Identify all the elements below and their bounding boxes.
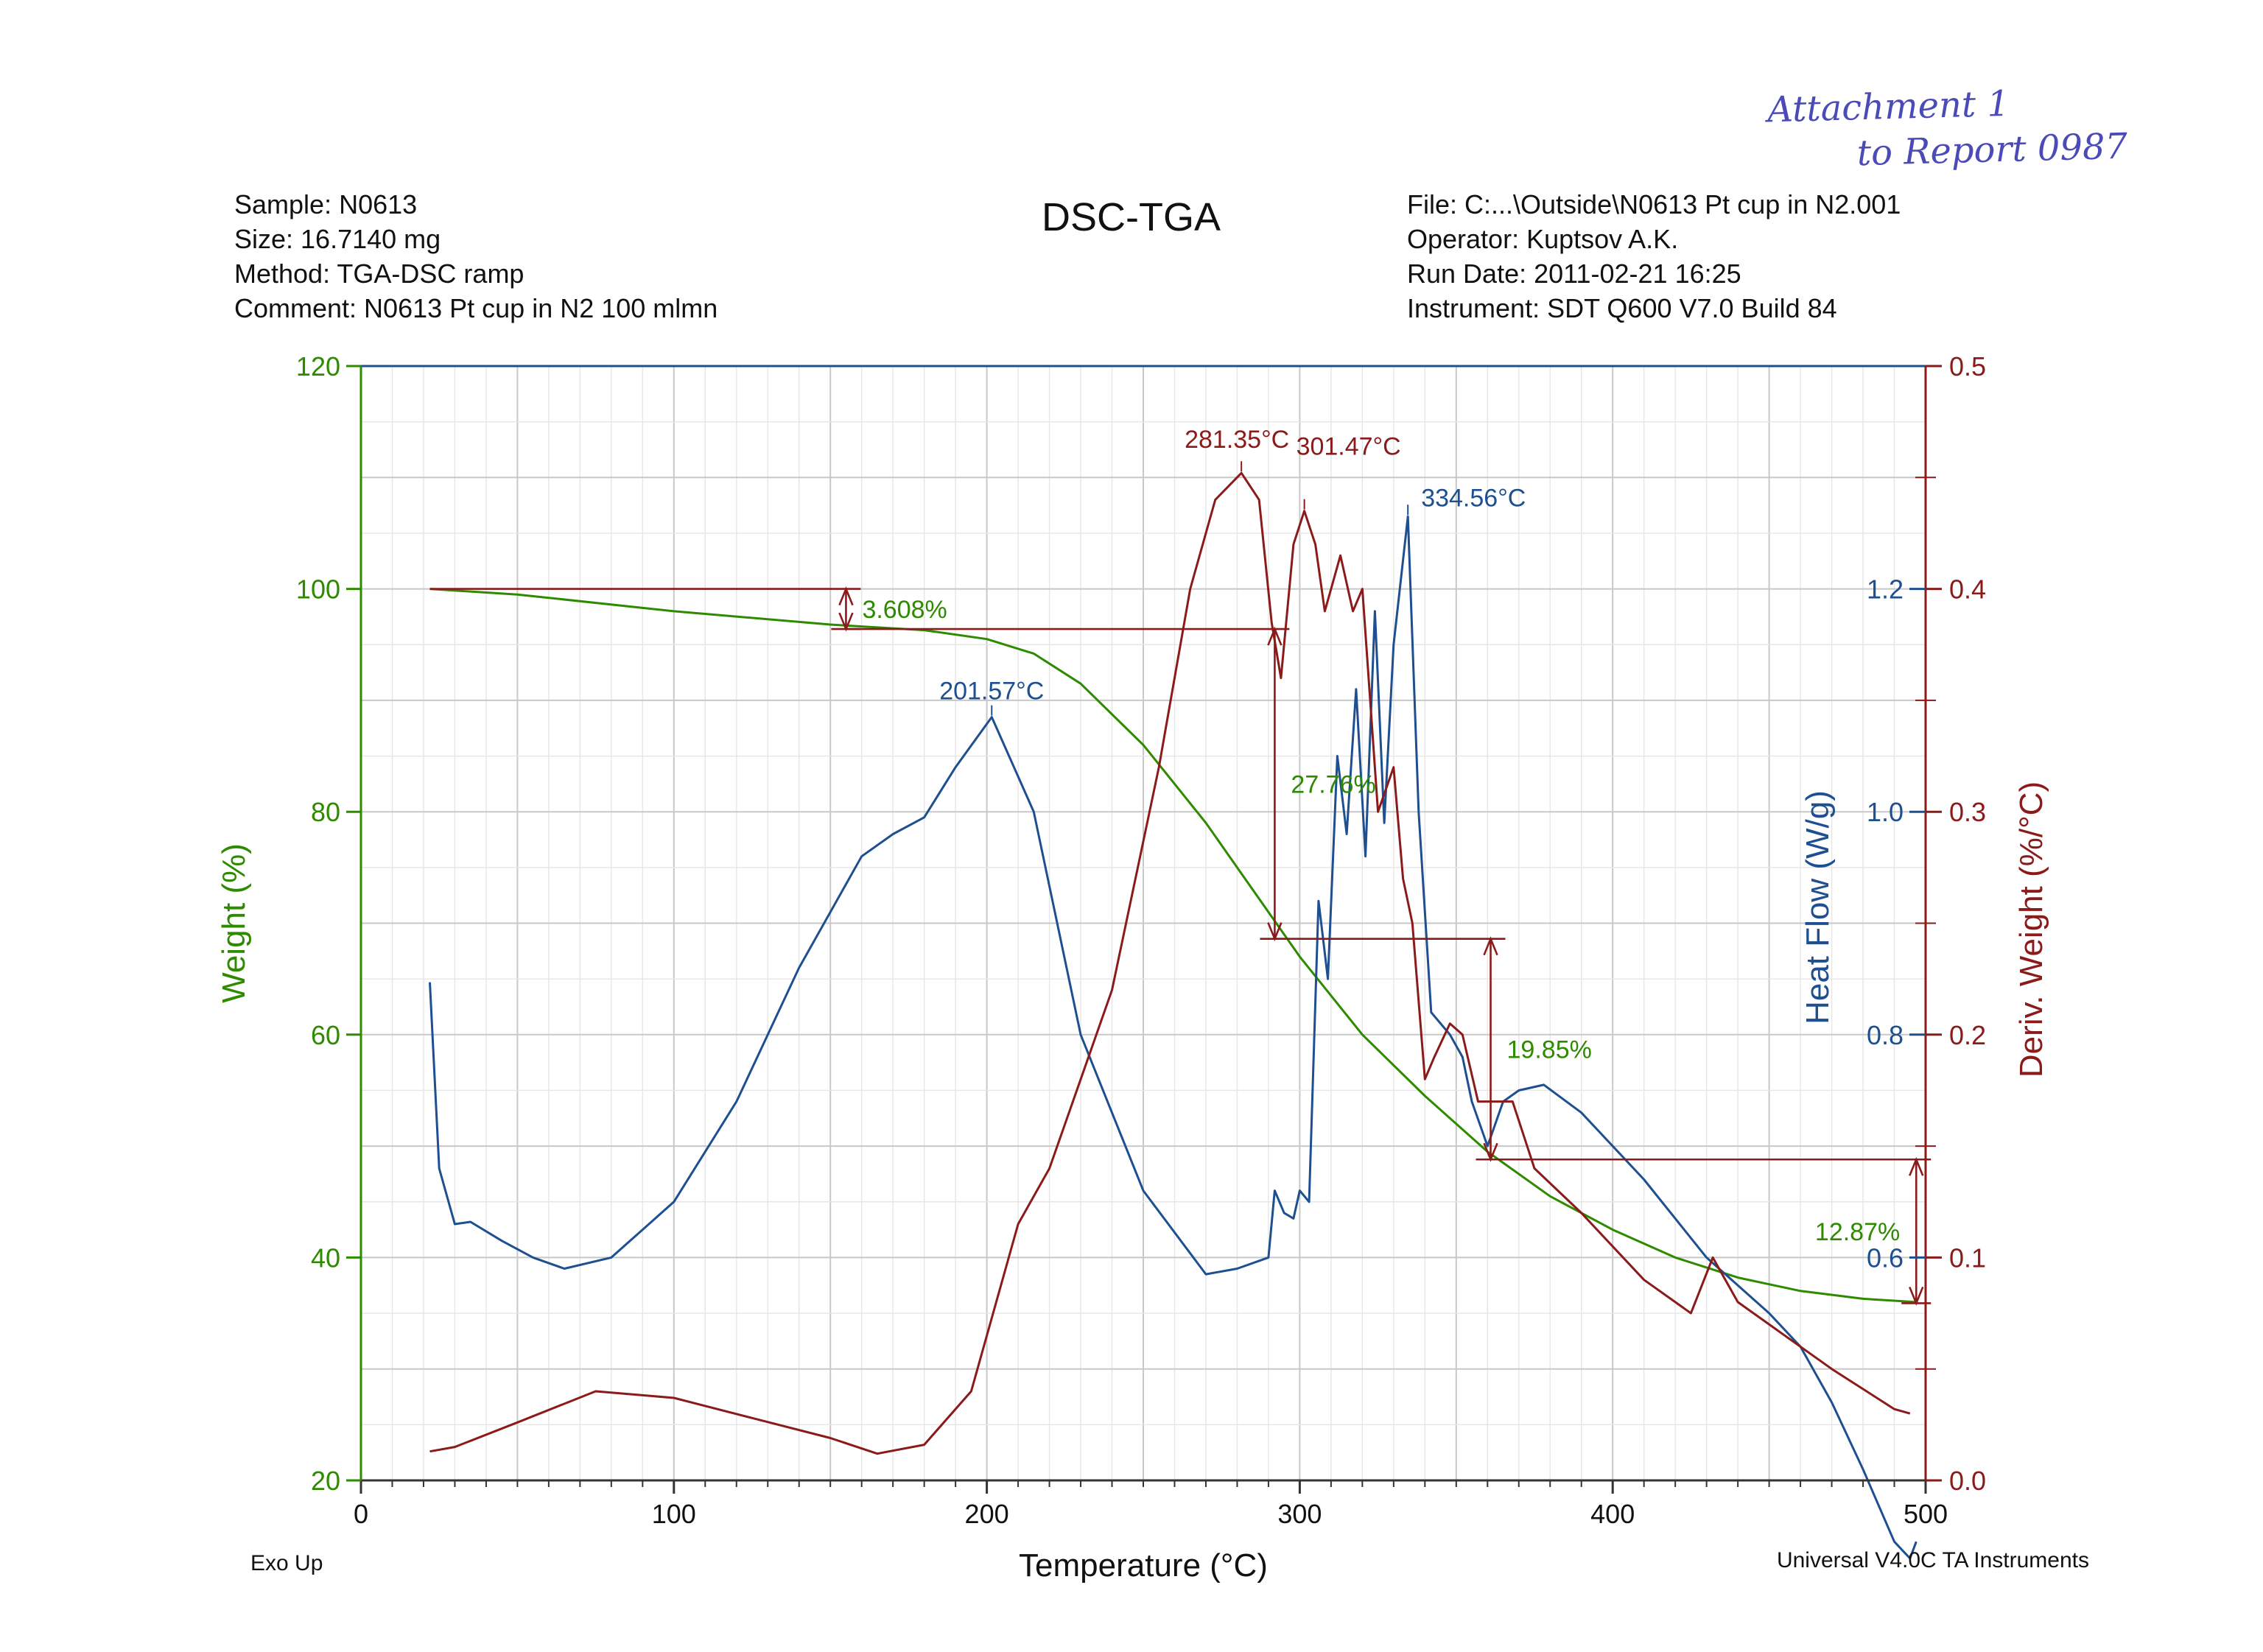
weight-step-label: 3.608%: [862, 596, 947, 624]
weight-tick-label: 100: [296, 574, 340, 605]
file-line: File: C:...\Outside\N0613 Pt cup in N2.0…: [1407, 189, 1901, 219]
weight-steps: 3.608% 27.76% 19.85% 12.87%: [429, 586, 1932, 1306]
curves: [429, 471, 1918, 1560]
weight-step-label: 19.85%: [1507, 1036, 1592, 1064]
sample-info: Sample: N0613 Size: 16.7140 mg Method: T…: [234, 187, 718, 326]
deriv-tick-label: 0.0: [1949, 1466, 1986, 1496]
method-line: Method: TGA-DSC ramp: [234, 259, 524, 289]
series-weight-line: [429, 588, 1917, 1304]
weight-step-label: 27.76%: [1291, 770, 1375, 798]
step-arrow-up: [1267, 626, 1283, 646]
weight-tick-label: 120: [296, 351, 340, 382]
step-arrow-up: [1483, 936, 1498, 956]
deriv-axis-label: Deriv. Weight (%/°C): [2013, 781, 2049, 1078]
peak-label: 301.47°C: [1297, 433, 1401, 461]
exo-up-label: Exo Up: [250, 1551, 323, 1575]
deriv-tick-label: 0.2: [1949, 1020, 1986, 1050]
x-tick-label: 200: [965, 1499, 1009, 1529]
x-tick-label: 300: [1277, 1499, 1322, 1529]
heat-flow-tick-label: 0.8: [1867, 1020, 1904, 1050]
weight-tick-label: 80: [311, 797, 340, 827]
weight-step-label: 12.87%: [1815, 1218, 1900, 1246]
comment-line: Comment: N0613 Pt cup in N2 100 mlmn: [234, 293, 718, 323]
size-line: Size: 16.7140 mg: [234, 224, 441, 254]
run-date-line: Run Date: 2011-02-21 16:25: [1407, 259, 1741, 289]
heat-flow-axis-label: Heat Flow (W/g): [1800, 790, 1836, 1024]
weight-tick-label: 20: [311, 1466, 340, 1496]
weight-tick-label: 60: [311, 1020, 340, 1050]
run-info: File: C:...\Outside\N0613 Pt cup in N2.0…: [1407, 187, 1901, 326]
heat-flow-tick-label: 1.0: [1867, 797, 1904, 827]
x-tick-label: 400: [1590, 1499, 1635, 1529]
x-tick-label: 100: [652, 1499, 696, 1529]
weight-axis-label: Weight (%): [216, 843, 252, 1003]
instrument-line: Instrument: SDT Q600 V7.0 Build 84: [1407, 293, 1837, 323]
step-arrow-up: [838, 586, 854, 606]
deriv-tick-label: 0.3: [1949, 797, 1986, 827]
peak-label: 201.57°C: [939, 678, 1044, 706]
series-deriv-line: [429, 471, 1911, 1455]
step-arrow-up: [1909, 1156, 1924, 1176]
weight-tick-label: 40: [311, 1242, 340, 1273]
x-axis-label: Temperature (°C): [1019, 1547, 1268, 1584]
step-arrow-down: [1909, 1286, 1924, 1306]
grid: [361, 366, 1926, 1480]
deriv-tick-label: 0.5: [1949, 351, 1986, 382]
peak-label: 281.35°C: [1185, 426, 1289, 454]
heat-flow-tick-label: 1.2: [1867, 574, 1904, 605]
x-tick-label: 500: [1904, 1499, 1948, 1529]
deriv-tick-label: 0.4: [1949, 574, 1986, 605]
chart-labels: Temperature (°C) Weight (%) Heat Flow (W/g…: [216, 781, 2089, 1584]
tick-labels: 0 100 200 300 400 500 20 40 60 80 100 120 0.0 0.1 0.2 0…: [296, 351, 1986, 1529]
peak-label: 334.56°C: [1421, 484, 1526, 512]
x-tick-label: 0: [354, 1499, 368, 1529]
page-title: DSC-TGA: [1042, 195, 1221, 239]
annotations: 201.57°C 334.56°C 281.35°C 301.47°C: [939, 426, 1526, 716]
deriv-tick-label: 0.1: [1949, 1242, 1986, 1273]
software-label: Universal V4.0C TA Instruments: [1777, 1548, 2089, 1572]
series-heat-flow-line: [429, 515, 1918, 1560]
heat-flow-tick-label: 0.6: [1867, 1242, 1904, 1273]
axes: [346, 365, 1942, 1494]
operator-line: Operator: Kuptsov A.K.: [1407, 224, 1679, 254]
sample-line: Sample: N0613: [234, 189, 418, 219]
